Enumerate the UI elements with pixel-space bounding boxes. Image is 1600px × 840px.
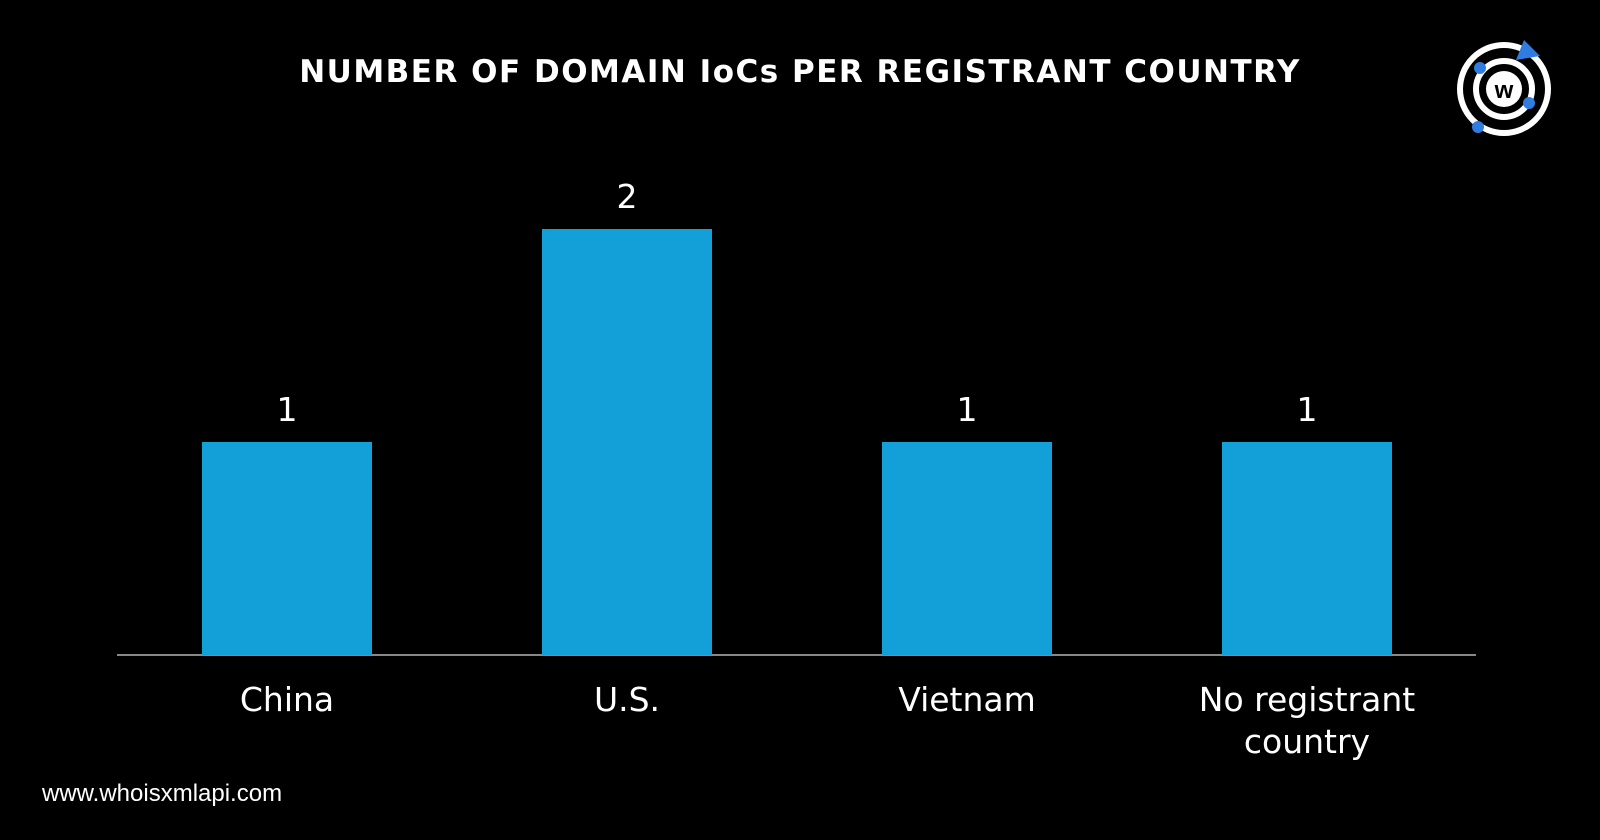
data-label: 1 [1296,390,1318,429]
data-label: 2 [616,177,638,216]
footer: www.whoisxmlapi.com [42,780,283,807]
data-label: 1 [276,390,298,429]
bar [882,442,1052,655]
chart-title: NUMBER OF DOMAIN IoCs PER REGISTRANT COU… [299,54,1301,90]
bar [202,442,372,655]
data-label: 1 [956,390,978,429]
svg-text:w: w [1494,77,1514,104]
x-tick-label: U.S. [593,680,661,719]
x-tick-label: Vietnam [898,680,1036,719]
bar [1222,442,1392,655]
bar [542,229,712,655]
x-tick-label: No registrant country [1198,680,1416,761]
logo: w [1457,40,1551,136]
x-tick-label: China [239,680,335,719]
